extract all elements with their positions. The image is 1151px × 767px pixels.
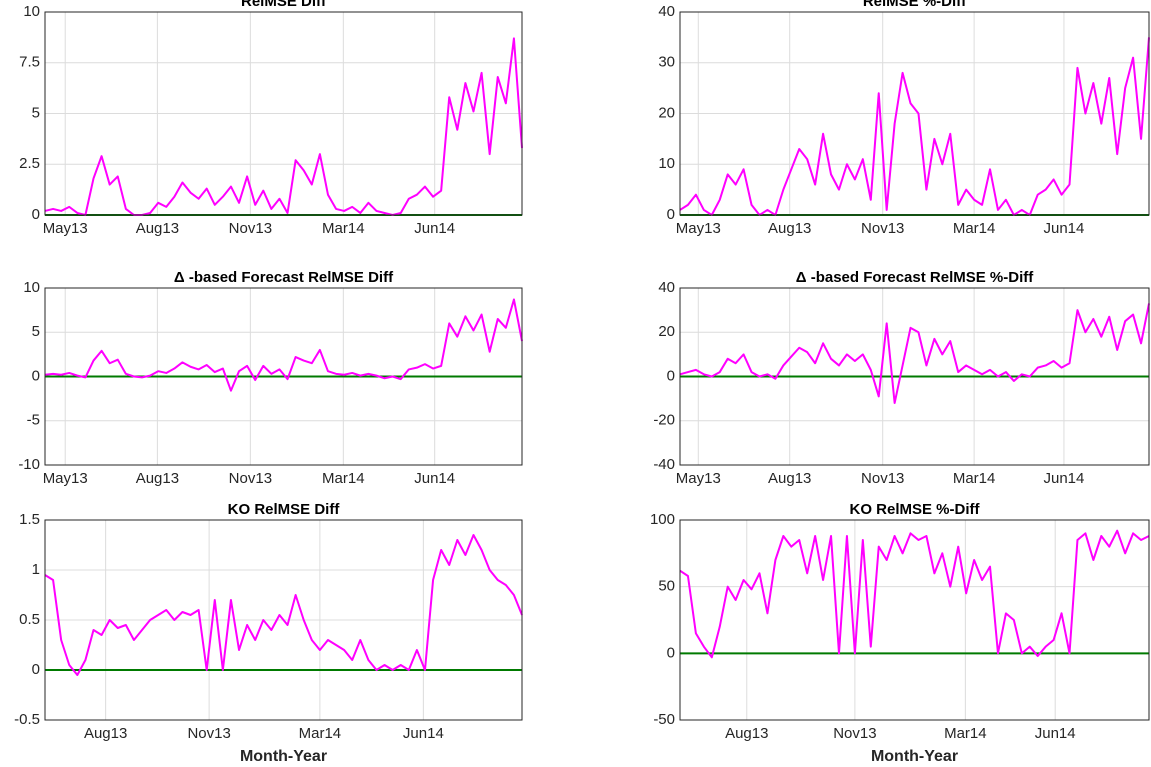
x-tick-label: Jun14 xyxy=(1044,470,1085,487)
x-tick-label: Jun14 xyxy=(414,470,455,487)
x-tick-label: Aug13 xyxy=(725,725,768,742)
y-tick-label: 20 xyxy=(658,323,675,340)
y-tick-label: 30 xyxy=(658,54,675,71)
y-tick-label: 50 xyxy=(658,578,675,595)
y-tick-label: -20 xyxy=(653,412,675,429)
x-tick-label: Aug13 xyxy=(136,220,179,237)
x-tick-label: Jun14 xyxy=(403,725,444,742)
chart-title: KO RelMSE %-Diff xyxy=(849,501,980,518)
y-tick-label: -50 xyxy=(653,711,675,728)
x-tick-label: May13 xyxy=(43,220,88,237)
x-tick-label: Nov13 xyxy=(229,470,272,487)
y-tick-label: 5 xyxy=(32,323,40,340)
chart-title: Δ -based Forecast RelMSE %-Diff xyxy=(796,269,1035,286)
y-tick-label: 5 xyxy=(32,104,40,121)
y-tick-label: 0 xyxy=(32,367,40,384)
x-tick-label: Mar14 xyxy=(299,725,342,742)
x-tick-label: Nov13 xyxy=(861,470,904,487)
axes-box xyxy=(679,287,1150,466)
y-tick-label: 1 xyxy=(32,561,40,578)
data-line xyxy=(679,37,1150,216)
y-tick-label: -5 xyxy=(27,412,40,429)
x-tick-label: May13 xyxy=(43,470,88,487)
y-tick-label: 20 xyxy=(658,104,675,121)
x-tick-label: Mar14 xyxy=(953,470,996,487)
axes-box xyxy=(44,11,523,216)
y-tick-label: 0 xyxy=(667,206,675,223)
y-tick-label: 40 xyxy=(658,279,675,296)
y-tick-label: 0 xyxy=(32,661,40,678)
x-tick-label: Mar14 xyxy=(953,220,996,237)
y-tick-label: 1.5 xyxy=(19,511,40,528)
x-tick-label: Mar14 xyxy=(322,470,365,487)
chart-title: KO RelMSE Diff xyxy=(228,501,341,518)
x-tick-label: Nov13 xyxy=(861,220,904,237)
x-tick-label: Jun14 xyxy=(414,220,455,237)
y-tick-label: 2.5 xyxy=(19,155,40,172)
x-tick-label: Aug13 xyxy=(136,470,179,487)
x-tick-label: Mar14 xyxy=(944,725,987,742)
x-tick-label: Nov13 xyxy=(833,725,876,742)
y-tick-label: -40 xyxy=(653,456,675,473)
data-line xyxy=(679,529,1150,659)
chart-title: RelMSE Diff xyxy=(241,0,327,10)
y-tick-label: 40 xyxy=(658,3,675,20)
axes-box xyxy=(679,11,1150,216)
x-tick-label: Nov13 xyxy=(187,725,230,742)
x-tick-label: Jun14 xyxy=(1044,220,1085,237)
y-tick-label: 0 xyxy=(667,367,675,384)
x-tick-label: May13 xyxy=(676,470,721,487)
y-tick-label: 0 xyxy=(32,206,40,223)
chart-title: Δ -based Forecast RelMSE Diff xyxy=(174,269,394,286)
x-axis-label: Month-Year xyxy=(240,748,327,765)
plot-area xyxy=(680,520,1149,720)
y-tick-label: 100 xyxy=(650,511,675,528)
x-tick-label: Aug13 xyxy=(768,470,811,487)
data-line xyxy=(44,37,523,216)
axes-box xyxy=(679,519,1150,721)
y-tick-label: -0.5 xyxy=(14,711,40,728)
y-tick-label: -10 xyxy=(18,456,40,473)
x-tick-label: Aug13 xyxy=(768,220,811,237)
axes-box xyxy=(44,287,523,466)
y-tick-label: 0 xyxy=(667,644,675,661)
x-axis-label: Month-Year xyxy=(871,748,958,765)
x-tick-label: May13 xyxy=(676,220,721,237)
y-tick-label: 10 xyxy=(23,279,40,296)
axes-box xyxy=(44,519,523,721)
y-tick-label: 10 xyxy=(23,3,40,20)
data-line xyxy=(679,303,1150,405)
x-tick-label: Nov13 xyxy=(229,220,272,237)
y-tick-label: 0.5 xyxy=(19,611,40,628)
y-tick-label: 7.5 xyxy=(19,54,40,71)
x-tick-label: Mar14 xyxy=(322,220,365,237)
x-tick-label: Aug13 xyxy=(84,725,127,742)
x-tick-label: Jun14 xyxy=(1035,725,1076,742)
data-line xyxy=(44,298,523,392)
data-line xyxy=(44,534,523,676)
chart-title: RelMSE %-Diff xyxy=(863,0,967,10)
y-tick-label: 10 xyxy=(658,155,675,172)
